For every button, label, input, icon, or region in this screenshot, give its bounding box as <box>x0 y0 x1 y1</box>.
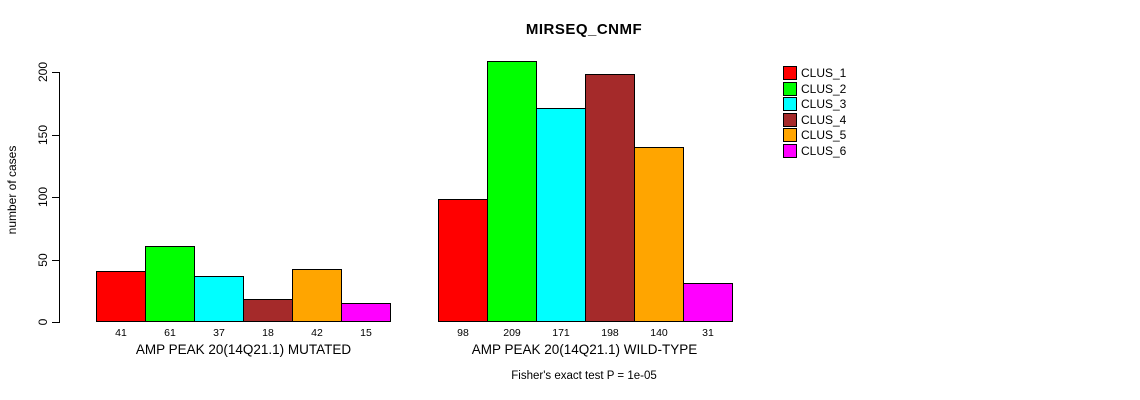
bar-value-label: 140 <box>650 327 668 339</box>
legend-swatch-CLUS_4 <box>783 113 797 127</box>
bar-value-label: 171 <box>552 327 570 339</box>
bar-CLUS_2-group2 <box>487 61 537 322</box>
bar-CLUS_6-group2 <box>683 283 733 322</box>
y-tick-200 <box>52 72 59 73</box>
y-tick-label-200: 200 <box>36 61 50 83</box>
chart-title: MIRSEQ_CNMF <box>525 21 643 38</box>
y-tick-50 <box>52 260 59 261</box>
bar-value-label: 41 <box>115 327 127 339</box>
y-tick-label-100: 100 <box>36 186 50 208</box>
bar-value-label: 198 <box>601 327 619 339</box>
legend-swatch-CLUS_6 <box>783 144 797 158</box>
bar-value-label: 42 <box>311 327 323 339</box>
bar-value-label: 98 <box>457 327 469 339</box>
bar-CLUS_5-group1 <box>292 269 342 322</box>
bar-value-label: 18 <box>262 327 274 339</box>
bar-CLUS_4-group1 <box>243 299 293 322</box>
legend-swatch-CLUS_5 <box>783 128 797 142</box>
bar-value-label: 31 <box>702 327 714 339</box>
bar-CLUS_3-group1 <box>194 276 244 322</box>
legend-label-CLUS_3: CLUS_3 <box>801 97 847 111</box>
y-tick-100 <box>52 197 59 198</box>
legend-swatch-CLUS_2 <box>783 82 797 96</box>
legend-label-CLUS_1: CLUS_1 <box>801 66 847 80</box>
y-tick-label-0: 0 <box>36 318 50 326</box>
legend-label-CLUS_5: CLUS_5 <box>801 128 847 142</box>
bar-value-label: 37 <box>213 327 225 339</box>
bar-CLUS_2-group1 <box>145 246 195 322</box>
bar-CLUS_1-group2 <box>438 199 488 322</box>
bar-value-label: 209 <box>503 327 521 339</box>
legend-label-CLUS_2: CLUS_2 <box>801 82 847 96</box>
bar-value-label: 15 <box>360 327 372 339</box>
bar-value-label: 61 <box>164 327 176 339</box>
group-label-mutated: AMP PEAK 20(14Q21.1) MUTATED <box>135 342 352 357</box>
y-axis-line <box>59 72 60 323</box>
legend-swatch-CLUS_1 <box>783 66 797 80</box>
bar-CLUS_6-group1 <box>341 303 391 322</box>
y-tick-150 <box>52 135 59 136</box>
group-label-wild-type: AMP PEAK 20(14Q21.1) WILD-TYPE <box>471 342 698 357</box>
y-tick-0 <box>52 322 59 323</box>
y-axis-label: number of cases <box>5 145 19 235</box>
fisher-test-annotation: Fisher's exact test P = 1e-05 <box>511 370 657 382</box>
y-tick-label-50: 50 <box>36 253 50 267</box>
legend-swatch-CLUS_3 <box>783 97 797 111</box>
y-tick-label-150: 150 <box>36 124 50 146</box>
legend-label-CLUS_6: CLUS_6 <box>801 144 847 158</box>
bar-CLUS_3-group2 <box>536 108 586 322</box>
bar-CLUS_1-group1 <box>96 271 146 322</box>
bar-CLUS_5-group2 <box>634 147 684 322</box>
legend-label-CLUS_4: CLUS_4 <box>801 113 847 127</box>
bar-CLUS_4-group2 <box>585 74 635 322</box>
